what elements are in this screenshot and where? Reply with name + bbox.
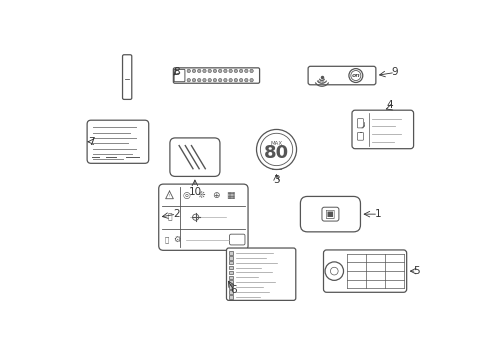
Circle shape xyxy=(219,69,222,73)
Circle shape xyxy=(213,78,217,82)
Circle shape xyxy=(349,69,363,82)
Text: 👤: 👤 xyxy=(164,236,169,243)
Circle shape xyxy=(193,214,199,220)
Bar xyxy=(229,251,233,255)
Circle shape xyxy=(192,69,196,73)
Text: ❊: ❊ xyxy=(197,191,205,200)
Text: on: on xyxy=(351,73,360,78)
Circle shape xyxy=(245,78,248,82)
Circle shape xyxy=(351,71,361,81)
Text: ▦: ▦ xyxy=(226,191,235,200)
Text: 8: 8 xyxy=(173,67,180,77)
Text: MAX: MAX xyxy=(270,141,283,146)
Text: !: ! xyxy=(169,194,171,198)
Circle shape xyxy=(187,69,191,73)
FancyBboxPatch shape xyxy=(322,207,339,221)
FancyBboxPatch shape xyxy=(352,110,414,149)
Text: 2: 2 xyxy=(173,209,180,219)
FancyBboxPatch shape xyxy=(323,250,407,292)
Circle shape xyxy=(229,69,232,73)
Circle shape xyxy=(224,69,227,73)
Text: ⊕: ⊕ xyxy=(212,191,220,200)
Circle shape xyxy=(234,69,238,73)
Circle shape xyxy=(330,267,338,275)
Bar xyxy=(229,266,233,269)
Bar xyxy=(229,256,233,260)
Text: 5: 5 xyxy=(414,266,420,276)
Circle shape xyxy=(203,78,206,82)
FancyBboxPatch shape xyxy=(226,248,296,300)
Circle shape xyxy=(250,69,253,73)
FancyBboxPatch shape xyxy=(308,66,376,85)
Text: ▣: ▣ xyxy=(325,209,336,219)
FancyBboxPatch shape xyxy=(122,55,132,99)
Bar xyxy=(229,261,233,265)
Circle shape xyxy=(208,78,211,82)
FancyBboxPatch shape xyxy=(229,234,245,245)
Bar xyxy=(229,275,233,279)
FancyBboxPatch shape xyxy=(174,69,185,82)
Text: ⚙: ⚙ xyxy=(173,235,181,244)
Circle shape xyxy=(187,78,191,82)
Text: 7: 7 xyxy=(88,137,95,147)
Bar xyxy=(229,280,233,284)
Circle shape xyxy=(240,69,243,73)
Circle shape xyxy=(245,69,248,73)
Circle shape xyxy=(234,78,238,82)
Circle shape xyxy=(229,78,232,82)
Text: 6: 6 xyxy=(230,285,237,294)
FancyBboxPatch shape xyxy=(357,132,364,140)
Circle shape xyxy=(219,78,222,82)
FancyBboxPatch shape xyxy=(173,68,260,83)
Bar xyxy=(229,291,233,294)
Text: 10: 10 xyxy=(188,187,201,197)
FancyBboxPatch shape xyxy=(300,197,361,232)
Bar xyxy=(229,271,233,274)
Text: 3: 3 xyxy=(273,175,280,185)
Circle shape xyxy=(192,78,196,82)
Circle shape xyxy=(240,78,243,82)
Bar xyxy=(229,295,233,299)
FancyBboxPatch shape xyxy=(357,119,364,128)
Text: 1: 1 xyxy=(375,209,382,219)
FancyBboxPatch shape xyxy=(170,138,220,176)
Circle shape xyxy=(208,69,211,73)
Text: 80: 80 xyxy=(264,144,289,162)
FancyBboxPatch shape xyxy=(159,184,248,250)
Circle shape xyxy=(260,133,293,166)
Circle shape xyxy=(213,69,217,73)
FancyBboxPatch shape xyxy=(87,120,149,163)
Circle shape xyxy=(203,69,206,73)
Text: 🔥: 🔥 xyxy=(167,213,172,222)
Circle shape xyxy=(197,78,201,82)
Circle shape xyxy=(257,130,296,170)
Text: ◎: ◎ xyxy=(182,191,191,200)
Text: 9: 9 xyxy=(392,67,398,77)
Bar xyxy=(229,285,233,289)
Circle shape xyxy=(224,78,227,82)
Text: M/B: M/B xyxy=(318,80,326,84)
Circle shape xyxy=(197,69,201,73)
Circle shape xyxy=(325,262,343,280)
Text: 4: 4 xyxy=(387,100,393,110)
Circle shape xyxy=(250,78,253,82)
